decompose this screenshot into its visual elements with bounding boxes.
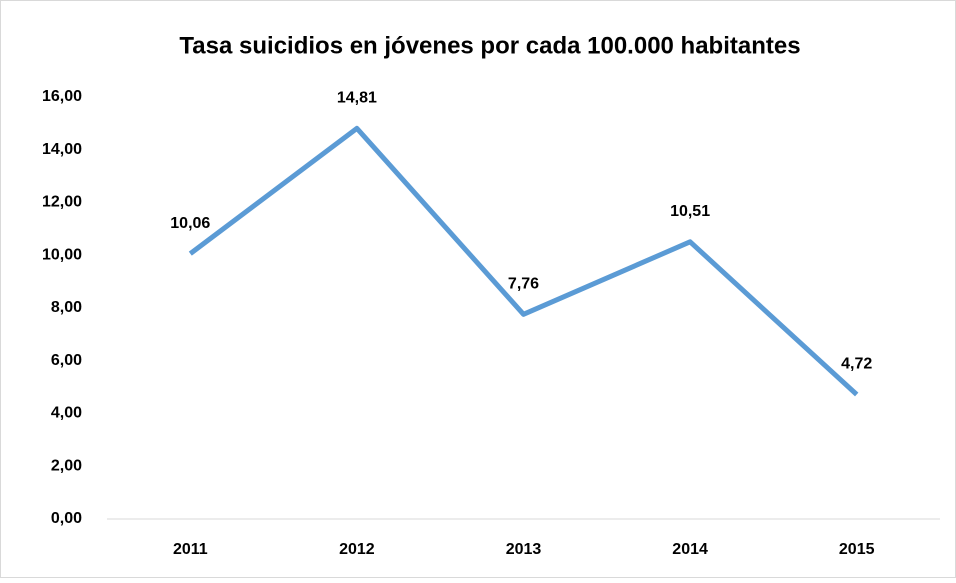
y-tick-label: 12,00 [42, 194, 82, 211]
x-tick-label: 2011 [173, 541, 208, 558]
x-tick-label: 2013 [506, 541, 542, 558]
x-tick-label: 2014 [672, 541, 708, 558]
y-tick-label: 0,00 [51, 510, 82, 527]
y-tick-label: 14,00 [42, 141, 82, 158]
data-label: 14,81 [337, 90, 377, 107]
x-tick-label: 2015 [839, 541, 875, 558]
line-series [188, 125, 859, 397]
data-label: 10,06 [170, 215, 210, 232]
x-tick-label: 2012 [339, 541, 375, 558]
y-tick-label: 6,00 [51, 352, 82, 369]
y-tick-label: 2,00 [51, 457, 82, 474]
y-tick-label: 4,00 [51, 405, 82, 422]
y-tick-label: 10,00 [42, 246, 82, 263]
chart-title: Tasa suicidios en jóvenes por cada 100.0… [179, 32, 800, 59]
data-label: 10,51 [670, 203, 710, 220]
data-label: 4,72 [841, 356, 872, 373]
y-tick-label: 8,00 [51, 299, 82, 316]
y-tick-label: 16,00 [42, 88, 82, 105]
data-label: 7,76 [508, 276, 539, 293]
